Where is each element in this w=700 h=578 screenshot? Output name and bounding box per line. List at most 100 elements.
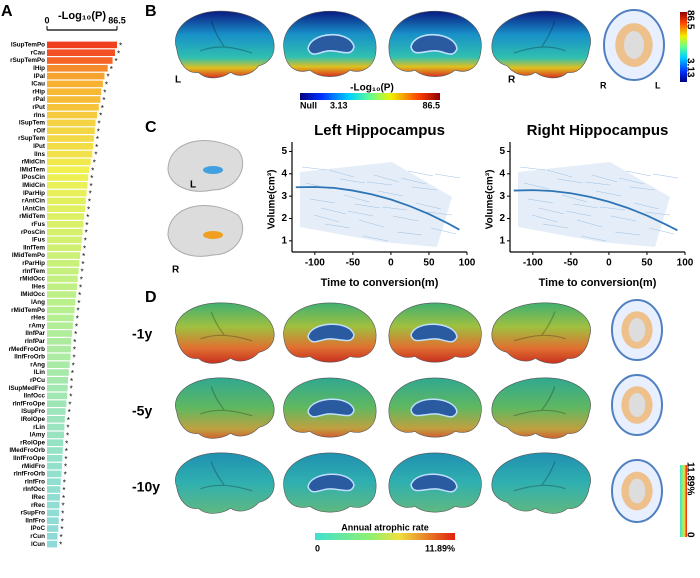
significance-mark: * [61,510,64,519]
trajectory-trace [309,198,336,204]
bar [47,369,69,376]
category-label: rInfOcc [23,486,46,493]
bar [47,299,76,306]
row-label: -1y [132,326,152,342]
category-label: lMidOcc [21,291,46,298]
trajectory-trace [324,223,351,229]
trajectory-trace [565,210,592,217]
trajectory-trace [618,177,645,185]
significance-mark: * [66,432,69,441]
trajectory-trace [595,190,622,197]
trajectory-trace [415,202,442,210]
category-label: lPosCin [22,174,46,181]
trajectory-trace [542,223,569,229]
brain-sulcus [513,461,566,492]
colorbar-label: 86.5 [684,10,695,30]
significance-mark: * [75,322,78,331]
bar [47,431,64,439]
significance-mark: * [63,478,66,487]
bar [47,416,65,423]
trajectory-trace [557,178,584,184]
significance-mark: * [97,127,100,136]
bar [47,182,88,189]
brain-lateral [175,377,275,439]
bar [47,314,74,322]
brain-callosum [307,323,355,343]
bar [47,260,80,267]
trajectory-trace [377,190,404,197]
trajectory-trace [546,169,573,178]
bar [47,111,98,119]
significance-mark: * [65,439,68,448]
colorbar-label: 86.5 [422,100,440,110]
trajectory-trace [580,235,607,242]
significance-mark: * [73,346,76,355]
trajectory-trace [347,210,374,217]
x-tick-label: 0 [606,258,612,269]
bar [47,338,72,345]
bar [47,540,58,548]
y-tick-label: 5 [499,146,505,157]
category-label: lSupTemPo [11,42,45,49]
category-label: lPut [33,143,46,150]
category-label: lMidTem [20,166,45,173]
bar [47,57,113,64]
significance-mark: * [95,143,98,152]
trajectory-trace [343,194,370,203]
trajectory-trace [652,173,679,179]
trajectory-trace [629,186,656,191]
significance-mark: * [82,252,85,261]
x-tick-label: 100 [677,258,694,269]
significance-mark: * [64,463,67,472]
bar [47,127,95,134]
bar [47,221,84,228]
brain-callosum [307,398,355,418]
category-label: rFus [31,221,45,228]
bar [47,525,59,532]
brain-callosum [410,473,458,493]
brain-sulcus [513,311,566,342]
bar [47,470,62,478]
bar [47,213,85,220]
bar [47,189,87,197]
category-label: lInfFro [25,517,45,524]
category-label: lLin [34,369,45,376]
category-label: lAmy [30,432,46,439]
trajectory-trace [531,214,558,223]
category-label: lSupMedFro [9,385,46,392]
significance-mark: * [76,315,79,324]
trajectory-trace [572,203,599,209]
bar [47,96,101,103]
bar [47,119,96,127]
brain-axial-center [624,31,644,59]
bar [47,143,94,150]
bar [47,236,82,244]
bar [47,501,60,509]
bar [47,455,63,462]
brain-lateral [491,377,591,439]
category-label: rInfPar [25,338,46,345]
significance-mark: * [81,260,84,269]
x-tick-label: 100 [459,258,476,269]
trajectory-trace [523,182,550,190]
bar [47,267,79,275]
brain-callosum [307,33,355,55]
x-tick-label: -50 [346,258,361,269]
significance-mark: * [98,120,101,129]
bar [47,400,67,407]
chart-title: Left Hippocampus [314,122,445,139]
trajectory-trace [614,231,641,236]
significance-mark: * [77,307,80,316]
x-tick-label: 50 [641,258,653,269]
significance-mark: * [96,135,99,144]
significance-mark: * [67,416,70,425]
category-label: lRolOpe [21,416,46,423]
trajectory-trace [625,170,652,177]
bar [47,392,68,400]
significance-mark: * [85,221,88,230]
y-tick-label: 2 [499,213,505,224]
significance-mark: * [80,276,83,285]
bar [47,291,77,298]
hippocampus [203,231,223,239]
category-label: lInfPar [25,330,45,337]
